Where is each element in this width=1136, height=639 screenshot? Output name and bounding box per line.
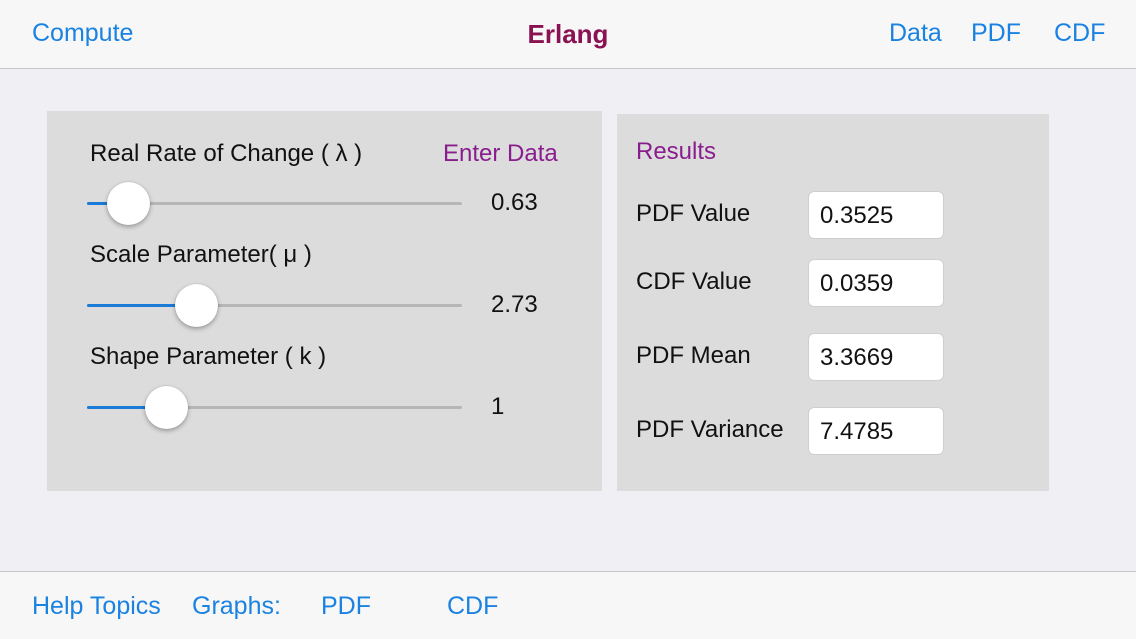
- slider-thumb[interactable]: [174, 284, 218, 327]
- slider-thumb[interactable]: [107, 182, 151, 225]
- slider-track: [87, 406, 462, 409]
- graphs-label: Graphs:: [192, 592, 281, 620]
- enter-data-button[interactable]: Enter Data: [443, 140, 558, 167]
- pdf-value-label: PDF Value: [636, 200, 751, 227]
- data-button[interactable]: Data: [889, 19, 942, 47]
- scale-slider[interactable]: [87, 284, 462, 327]
- cdf-graph-button[interactable]: CDF: [447, 592, 499, 620]
- help-topics-button[interactable]: Help Topics: [32, 592, 161, 620]
- slider-track: [87, 304, 462, 307]
- input-panel: Enter Data Real Rate of Change ( λ ) 0.6…: [47, 111, 602, 491]
- pdf-value-field[interactable]: 0.3525: [808, 191, 944, 239]
- cdf-value-field[interactable]: 0.0359: [808, 259, 944, 307]
- slider-fill: [87, 406, 166, 409]
- pdf-mean-label: PDF Mean: [636, 342, 751, 369]
- pdf-graph-button[interactable]: PDF: [321, 592, 371, 620]
- rate-value: 0.63: [491, 189, 538, 216]
- results-title: Results: [636, 138, 717, 165]
- shape-label: Shape Parameter ( k ): [90, 343, 327, 370]
- pdf-variance-label: PDF Variance: [636, 416, 784, 443]
- pdf-nav-button[interactable]: PDF: [971, 19, 1021, 47]
- page-title: Erlang: [527, 19, 609, 49]
- scale-label: Scale Parameter( μ ): [90, 241, 312, 268]
- shape-value: 1: [491, 393, 505, 420]
- cdf-value-label: CDF Value: [636, 268, 752, 295]
- pdf-variance-field[interactable]: 7.4785: [808, 407, 944, 455]
- scale-value: 2.73: [491, 291, 538, 318]
- shape-slider[interactable]: [87, 386, 462, 429]
- pdf-mean-field[interactable]: 3.3669: [808, 333, 944, 381]
- slider-track: [87, 202, 462, 205]
- bottom-toolbar: Help Topics Graphs: PDF CDF: [0, 571, 1136, 639]
- slider-thumb[interactable]: [144, 386, 188, 429]
- cdf-nav-button[interactable]: CDF: [1054, 19, 1106, 47]
- compute-button[interactable]: Compute: [32, 19, 134, 47]
- slider-fill: [87, 304, 196, 307]
- results-panel: Results PDF Value 0.3525 CDF Value 0.035…: [617, 114, 1049, 491]
- rate-slider[interactable]: [87, 182, 462, 225]
- rate-label: Real Rate of Change ( λ ): [90, 140, 363, 167]
- navigation-bar: Compute Erlang Data PDF CDF: [0, 0, 1136, 69]
